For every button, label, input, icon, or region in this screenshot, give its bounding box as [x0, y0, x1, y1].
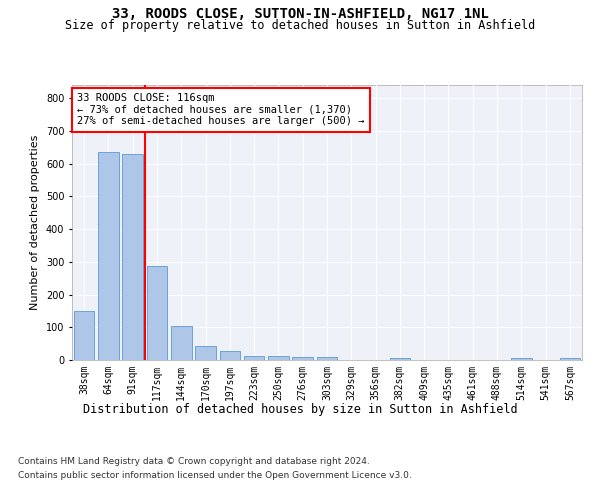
Text: 33 ROODS CLOSE: 116sqm
← 73% of detached houses are smaller (1,370)
27% of semi-: 33 ROODS CLOSE: 116sqm ← 73% of detached…	[77, 93, 365, 126]
Bar	[292, 356, 313, 360]
Text: Contains public sector information licensed under the Open Government Licence v3: Contains public sector information licen…	[18, 471, 412, 480]
Text: Distribution of detached houses by size in Sutton in Ashfield: Distribution of detached houses by size …	[83, 402, 517, 415]
Text: Contains HM Land Registry data © Crown copyright and database right 2024.: Contains HM Land Registry data © Crown c…	[18, 458, 370, 466]
Bar	[122, 154, 143, 360]
Bar	[146, 266, 167, 360]
Bar	[511, 358, 532, 360]
Y-axis label: Number of detached properties: Number of detached properties	[31, 135, 40, 310]
Bar	[268, 356, 289, 360]
Bar	[389, 358, 410, 360]
Bar	[171, 326, 191, 360]
Bar	[244, 356, 265, 360]
Bar	[317, 356, 337, 360]
Bar	[560, 358, 580, 360]
Bar	[98, 152, 119, 360]
Bar	[74, 311, 94, 360]
Bar	[195, 346, 216, 360]
Text: 33, ROODS CLOSE, SUTTON-IN-ASHFIELD, NG17 1NL: 33, ROODS CLOSE, SUTTON-IN-ASHFIELD, NG1…	[112, 8, 488, 22]
Text: Size of property relative to detached houses in Sutton in Ashfield: Size of property relative to detached ho…	[65, 19, 535, 32]
Bar	[220, 350, 240, 360]
